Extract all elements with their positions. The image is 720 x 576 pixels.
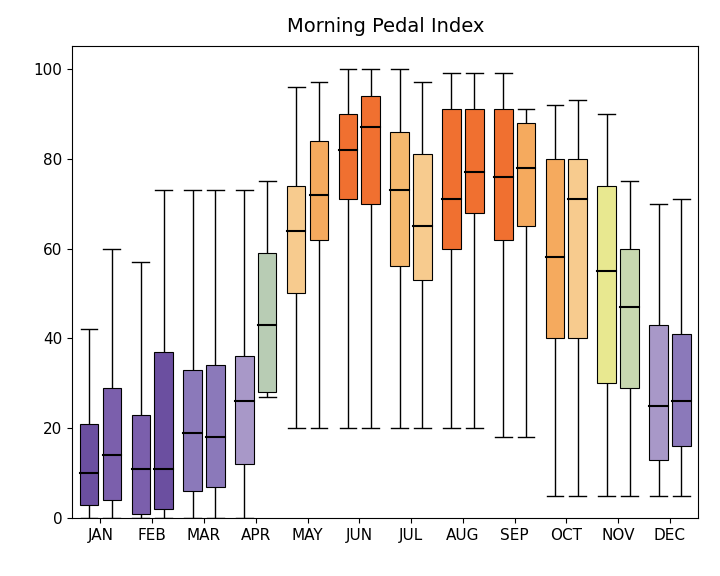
Bar: [442, 109, 461, 248]
Title: Morning Pedal Index: Morning Pedal Index: [287, 17, 484, 36]
Bar: [338, 113, 357, 199]
Bar: [413, 154, 432, 280]
Bar: [206, 365, 225, 487]
Bar: [546, 158, 564, 339]
Bar: [620, 248, 639, 388]
Bar: [598, 185, 616, 384]
Bar: [672, 334, 690, 446]
Bar: [184, 370, 202, 491]
Bar: [102, 388, 121, 501]
Bar: [465, 109, 484, 213]
Bar: [649, 325, 668, 460]
Bar: [310, 141, 328, 240]
Bar: [258, 253, 276, 392]
Bar: [154, 352, 173, 509]
Bar: [287, 185, 305, 294]
Bar: [569, 158, 587, 339]
Bar: [517, 123, 536, 226]
Bar: [390, 131, 409, 267]
Bar: [235, 357, 253, 464]
Bar: [494, 109, 513, 240]
Bar: [361, 96, 380, 203]
Bar: [80, 424, 99, 505]
Bar: [132, 415, 150, 514]
